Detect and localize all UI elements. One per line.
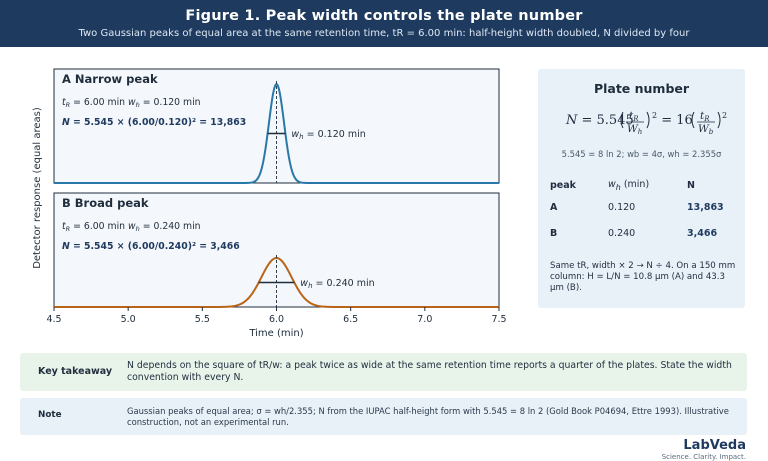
row-peak: A <box>550 201 558 213</box>
row-wh: 0.240 <box>608 227 636 239</box>
figure-header: Figure 1. Peak width controls the plate … <box>0 0 768 47</box>
row-n: 13,863 <box>687 201 724 213</box>
panel-equation: N = 5.545 × (6.00/0.120)² = 13,863 <box>62 117 246 128</box>
col-peak: peak <box>550 179 576 191</box>
formula-n: N <box>565 113 578 128</box>
brand-name: LabVeda <box>683 438 746 453</box>
figure-title: Figure 1. Peak width controls the plate … <box>185 8 583 24</box>
x-tick-label: 5.5 <box>195 314 210 325</box>
width-label: wh = 0.120 min <box>291 129 365 141</box>
formula-coef2: = 16 <box>657 113 693 128</box>
formula-tr-sub: R <box>632 115 639 123</box>
panel-parameters: tR = 6.00 min wh = 0.240 min <box>62 221 201 233</box>
formula-wb: W <box>698 123 710 135</box>
formula-coef: = 5.545 <box>577 113 633 128</box>
formula-tr2-sub: R <box>703 115 710 123</box>
panel-b: wh = 0.240 min B Broad peak tR = 6.00 min … <box>53 192 500 308</box>
note-label: Note <box>38 410 62 420</box>
figure-subtitle: Two Gaussian peaks of equal area at the … <box>78 28 690 39</box>
formula-wh-sub: h <box>638 128 643 136</box>
plate-summary: Same tR, width × 2 → N ÷ 4. On a 150 mm … <box>550 261 736 293</box>
svg-text:Wb: Wb <box>698 123 714 136</box>
formula-sq1: 2 <box>652 111 657 120</box>
x-tick-label: 4.5 <box>46 314 61 325</box>
col-wh: wh (min) <box>608 178 650 192</box>
panel-heading: B Broad peak <box>62 196 149 210</box>
plate-table: peak wh (min) N A 0.120 13,863 B 0.240 3… <box>550 176 737 246</box>
formula-sq2: 2 <box>722 111 727 120</box>
brand-logo: LabVeda Science. Clarity. Impact. <box>662 438 746 461</box>
panel-parameters: tR = 6.00 min wh = 0.120 min <box>62 97 201 109</box>
svg-text:tR: tR <box>700 110 710 123</box>
plate-number-formula: N = 5.545 tR Wh 2 = 16 tR Wb 2 <box>565 110 727 136</box>
x-axis-label: Time (min) <box>248 328 303 339</box>
y-axis-label: Detector response (equal areas) <box>32 107 43 269</box>
formula-wh: W <box>627 123 639 135</box>
formula-tr: t <box>629 110 634 122</box>
row-peak: B <box>550 227 558 239</box>
x-tick-label: 7.5 <box>491 314 506 325</box>
key-takeaway-box: Key takeaway N depends on the square of … <box>20 353 747 391</box>
note-box: Note Gaussian peaks of equal area; σ = w… <box>20 398 747 435</box>
table-row: B 0.240 3,466 <box>550 220 737 246</box>
svg-text:2 = 16: 2 = 16 <box>652 111 693 128</box>
svg-text:N = 5.545: N = 5.545 <box>565 113 634 128</box>
col-n: N <box>687 179 695 191</box>
plate-number-title: Plate number <box>593 81 690 96</box>
formula-wb-sub: b <box>709 128 714 136</box>
x-tick-label: 7.0 <box>417 314 432 325</box>
note-text: Gaussian peaks of equal area; σ = wh/2.3… <box>127 406 729 427</box>
width-label: wh = 0.240 min <box>300 278 374 290</box>
key-takeaway-text: N depends on the square of tR/w: a peak … <box>127 360 732 383</box>
svg-text:tR: tR <box>629 110 639 123</box>
formula-note: 5.545 = 8 ln 2; wb = 4σ, wh = 2.355σ <box>561 149 722 159</box>
key-takeaway-label: Key takeaway <box>38 366 113 377</box>
row-n: 3,466 <box>687 227 718 239</box>
panel-equation: N = 5.545 × (6.00/0.240)² = 3,466 <box>62 241 240 252</box>
x-tick-label: 6.0 <box>269 314 284 325</box>
chromatogram-chart: Detector response (equal areas) wh = 0.1… <box>32 68 507 339</box>
x-tick-label: 6.5 <box>343 314 358 325</box>
panel-a: wh = 0.120 min A Narrow peak tR = 6.00 min… <box>53 68 500 184</box>
panel-heading: A Narrow peak <box>62 72 158 86</box>
plate-number-panel: Plate number N = 5.545 tR Wh 2 = 16 tR W… <box>538 69 745 308</box>
table-row: A 0.120 13,863 <box>550 194 737 220</box>
svg-text:Wh: Wh <box>627 123 642 136</box>
x-tick-label: 5.0 <box>121 314 136 325</box>
brand-tagline: Science. Clarity. Impact. <box>661 453 746 461</box>
formula-tr2: t <box>700 110 705 122</box>
row-wh: 0.120 <box>608 201 636 213</box>
